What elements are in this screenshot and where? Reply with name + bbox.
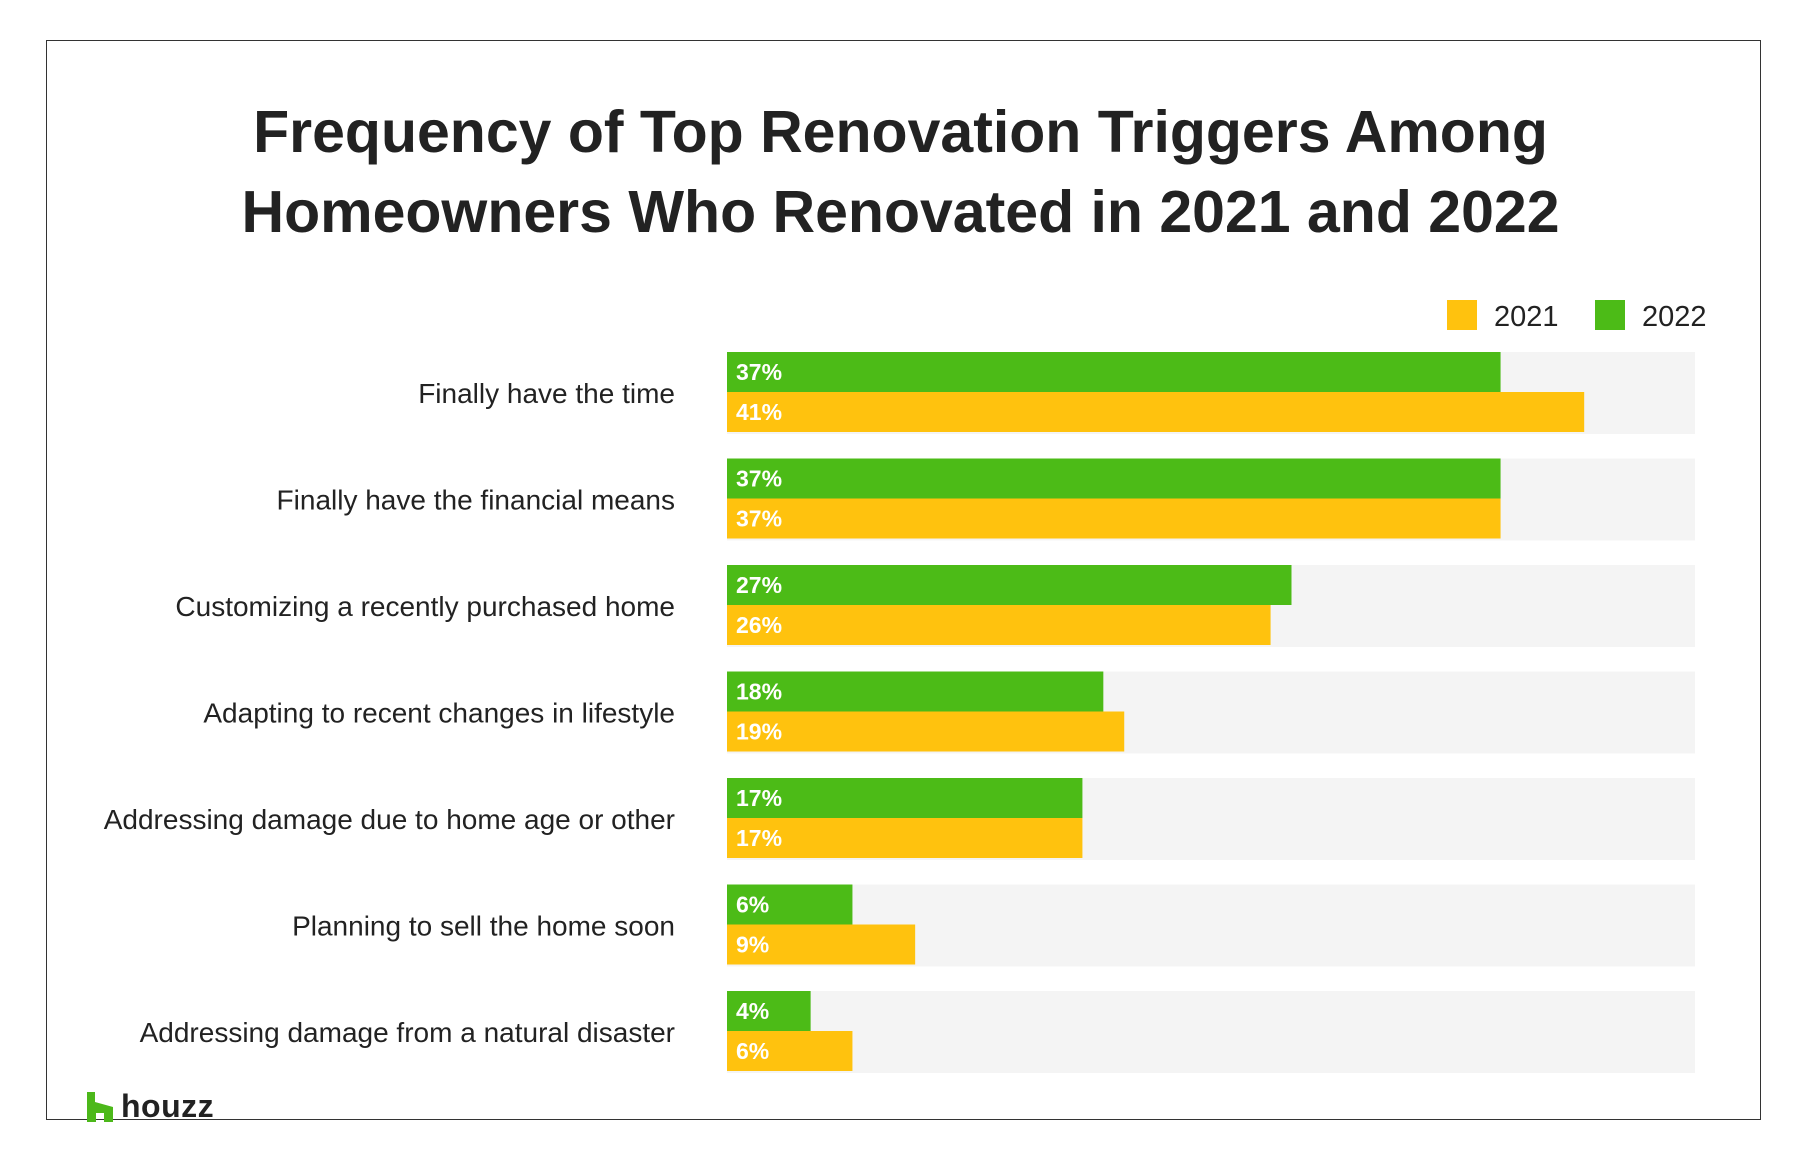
bar-2021 [727, 498, 1501, 539]
legend-label-2022: 2022 [1642, 301, 1707, 333]
data-label-2022: 27% [736, 572, 782, 598]
data-label-2021: 19% [736, 719, 782, 745]
category-label: Addressing damage from a natural disaste… [140, 1017, 675, 1048]
category-label: Adapting to recent changes in lifestyle [203, 698, 675, 729]
legend-swatch-2022 [1595, 300, 1625, 330]
bar-track [727, 991, 1695, 1073]
category-label: Planning to sell the home soon [292, 911, 675, 942]
houzz-h-icon [87, 1092, 113, 1122]
bar-2022 [727, 884, 853, 925]
bar-2021 [727, 711, 1125, 752]
legend-swatch-2021 [1447, 300, 1477, 330]
bar-2022 [727, 458, 1501, 499]
category-label: Addressing damage due to home age or oth… [104, 804, 675, 835]
bar-2022 [727, 671, 1104, 712]
bar-2021 [727, 924, 916, 965]
bar-2021 [727, 818, 1083, 858]
bar-2021 [727, 605, 1271, 645]
data-label-2022: 37% [736, 359, 782, 385]
category-label: Customizing a recently purchased home [175, 591, 675, 622]
category-label: Finally have the financial means [277, 485, 675, 516]
bar-group: Addressing damage due to home age or oth… [104, 778, 1695, 860]
data-label-2022: 4% [736, 998, 769, 1024]
data-label-2021: 41% [736, 399, 782, 425]
bar-group: Addressing damage from a natural disaste… [140, 991, 1695, 1073]
bar-2021 [727, 1031, 853, 1071]
data-label-2022: 6% [736, 892, 769, 918]
chart-title-line-1: Frequency of Top Renovation Triggers Amo… [253, 99, 1548, 165]
chart-legend: 2021 2022 [1447, 300, 1707, 333]
bar-group: Planning to sell the home soon 6% 9% [292, 884, 1695, 967]
bar-2022 [727, 778, 1083, 818]
houzz-logo: houzz [87, 1088, 214, 1122]
data-label-2022: 18% [736, 679, 782, 705]
chart-title: Frequency of Top Renovation Triggers Amo… [0, 92, 1801, 252]
legend-label-2021: 2021 [1494, 301, 1559, 333]
bar-group: Adapting to recent changes in lifestyle 1… [203, 671, 1695, 754]
data-label-2021: 37% [736, 506, 782, 532]
data-label-2021: 17% [736, 825, 782, 851]
bar-2022 [727, 991, 811, 1031]
data-label-2021: 6% [736, 1038, 769, 1064]
category-label: Finally have the time [418, 378, 675, 409]
bar-2021 [727, 392, 1585, 432]
chart-title-line-2: Homeowners Who Renovated in 2021 and 202… [241, 179, 1560, 245]
bar-group: Customizing a recently purchased home 27%… [175, 565, 1695, 647]
data-label-2021: 9% [736, 932, 769, 958]
bar-group: Finally have the time 37% 41% [418, 352, 1695, 434]
bar-2022 [727, 352, 1501, 392]
houzz-wordmark: houzz [121, 1088, 215, 1124]
data-label-2022: 17% [736, 785, 782, 811]
bar-group: Finally have the financial means 37% 37% [277, 458, 1695, 541]
bar-2022 [727, 565, 1292, 605]
data-label-2021: 26% [736, 612, 782, 638]
data-label-2022: 37% [736, 466, 782, 492]
